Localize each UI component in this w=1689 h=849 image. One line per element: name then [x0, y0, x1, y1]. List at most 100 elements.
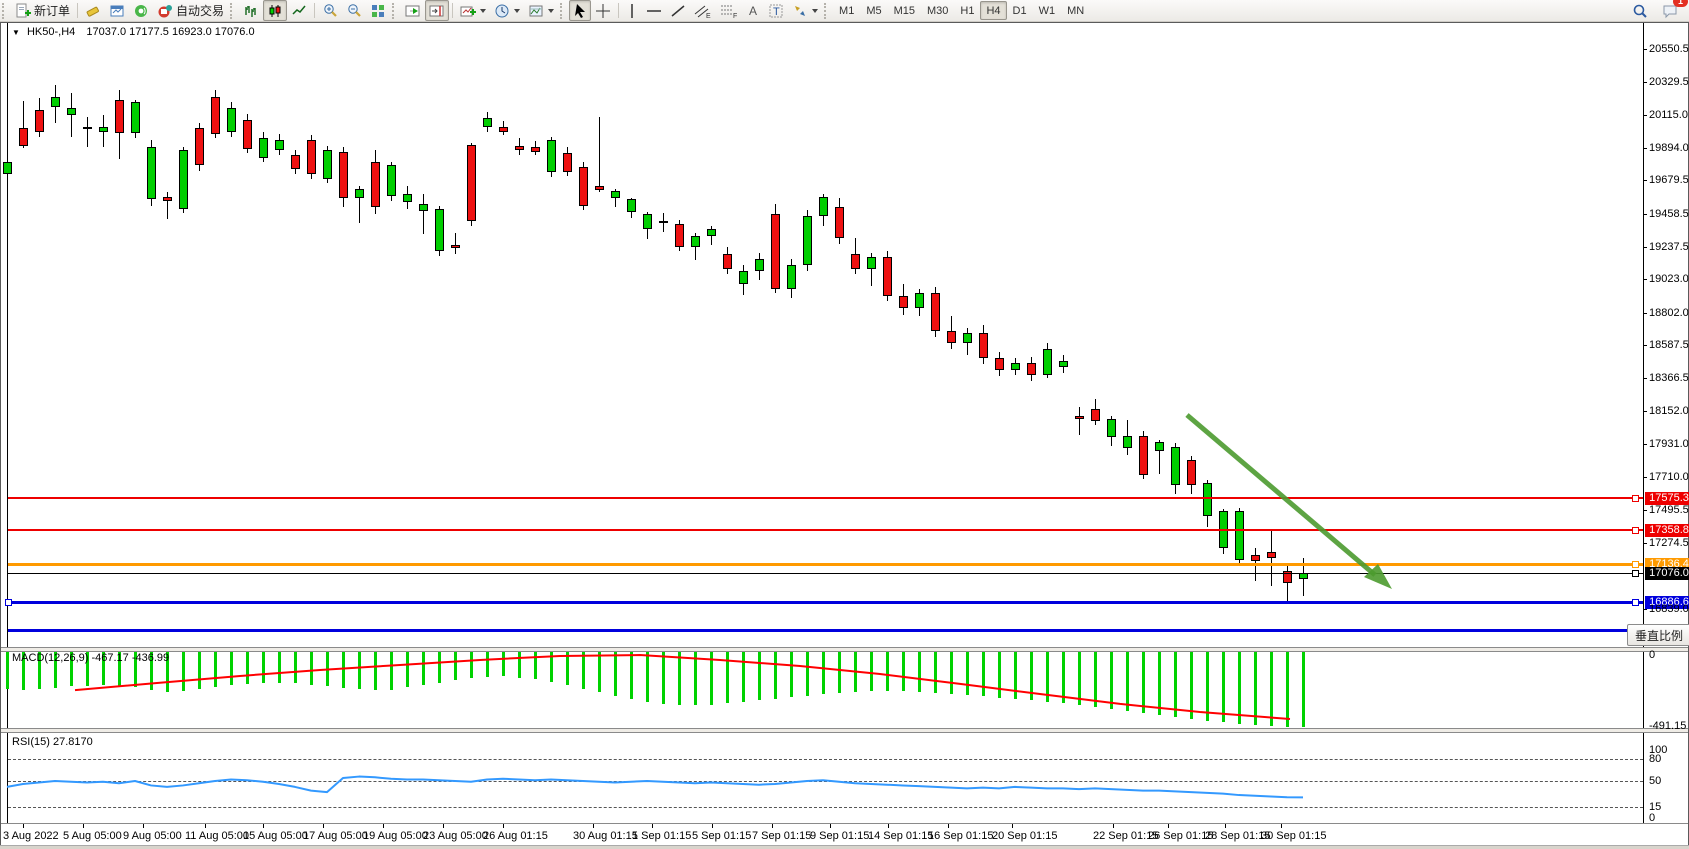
candle [771, 214, 780, 289]
horizontal-line[interactable] [8, 600, 1643, 604]
timeframe-h1[interactable]: H1 [960, 4, 975, 17]
candle [307, 139, 316, 175]
arrows-tool[interactable] [788, 0, 822, 21]
time-axis-label: 26 Aug 01:15 [483, 830, 548, 842]
candle-wick [23, 101, 24, 148]
toolbar-grip[interactable] [230, 2, 237, 19]
candle [563, 153, 572, 173]
candle [1187, 460, 1196, 486]
candle [1155, 442, 1164, 452]
fibonacci-tool[interactable]: F [716, 0, 742, 21]
macd-histogram-bar [646, 652, 649, 702]
auto-scroll-button[interactable] [401, 0, 425, 21]
macd-histogram-bar [54, 652, 57, 688]
price-axis-label: 20550.5 [1649, 43, 1689, 55]
macd-histogram-bar [614, 652, 617, 696]
macd-histogram-bar [1286, 652, 1289, 727]
candlestick-chart-button[interactable] [263, 0, 288, 21]
horizontal-line[interactable] [8, 529, 1643, 532]
line-handle[interactable] [1632, 527, 1639, 535]
line-handle[interactable] [1632, 560, 1639, 568]
horizontal-line[interactable] [8, 562, 1643, 566]
timeframe-d1[interactable]: D1 [1012, 4, 1027, 17]
candle [707, 228, 716, 237]
chat-button[interactable]: 1 [1658, 0, 1688, 21]
candle [739, 270, 748, 285]
label-tool[interactable]: T [764, 0, 788, 21]
horizontal-line[interactable] [8, 628, 1643, 632]
timeframe-m5[interactable]: M5 [866, 4, 882, 17]
macd-histogram-bar [694, 652, 697, 706]
toolbar-grip[interactable] [560, 2, 567, 19]
macd-histogram-bar [790, 652, 793, 698]
horizontal-line[interactable] [8, 496, 1643, 499]
time-axis-tick [323, 824, 324, 828]
add-indicator-button[interactable] [456, 0, 490, 21]
tile-windows-button[interactable] [366, 0, 390, 21]
panel-separator[interactable] [1, 728, 1688, 733]
signals-button[interactable] [129, 0, 153, 21]
candle [419, 204, 428, 212]
line-chart-button[interactable] [287, 0, 311, 21]
time-axis-label: 14 Sep 01:15 [868, 830, 934, 842]
time-axis-label: 15 Aug 05:00 [243, 830, 308, 842]
candle [931, 293, 940, 332]
time-axis-tick [205, 824, 206, 828]
text-tool[interactable]: A [742, 0, 764, 21]
macd-histogram-bar [182, 652, 185, 691]
chart-shift-button[interactable] [425, 0, 450, 21]
line-handle[interactable] [5, 598, 12, 606]
template-button[interactable] [524, 0, 558, 21]
time-axis-tick [830, 824, 831, 828]
cursor-tool-button[interactable] [569, 0, 592, 21]
timeframe-m1[interactable]: M1 [839, 4, 855, 17]
timeframe-h4[interactable]: H4 [980, 1, 1007, 20]
trendline-tool[interactable] [666, 0, 690, 21]
period-button[interactable] [490, 0, 524, 21]
candle [243, 119, 252, 149]
timeframe-m15[interactable]: M15 [893, 4, 915, 17]
bar-chart-button[interactable] [239, 0, 263, 21]
rsi-bottom-border [1, 823, 1688, 824]
horizontal-line-tool[interactable] [642, 0, 666, 21]
new-order-button[interactable]: 新订单 [11, 0, 74, 21]
macd-histogram-bar [422, 652, 425, 685]
panel-separator[interactable] [1, 647, 1688, 652]
price-axis-label: 20329.5 [1649, 76, 1689, 89]
timeframe-m30[interactable]: M30 [927, 4, 949, 17]
candle [403, 194, 412, 203]
zoom-in-button[interactable] [318, 0, 342, 21]
candle [147, 146, 156, 200]
toolbar-grip[interactable] [824, 2, 831, 19]
line-handle[interactable] [1632, 598, 1639, 606]
chart-left-border [7, 23, 8, 823]
candle [1075, 415, 1084, 420]
label-t-icon: T [769, 4, 783, 18]
toolbar-grip[interactable] [392, 2, 399, 19]
line-handle[interactable] [1632, 494, 1639, 502]
channel-tool[interactable]: E [690, 0, 716, 21]
macd-histogram-bar [726, 652, 729, 704]
candle [787, 264, 796, 289]
zoom-out-button[interactable] [342, 0, 366, 21]
macd-histogram-bar [1254, 652, 1257, 725]
candle-wick [1159, 439, 1160, 475]
eraser-button[interactable] [81, 0, 105, 21]
market-watch-icon [110, 5, 124, 16]
vertical-line-tool[interactable] [622, 0, 642, 21]
candle [451, 245, 460, 249]
chart-symbol-header[interactable]: ▼ HK50-,H4 17037.0 17177.5 16923.0 17076… [12, 26, 255, 38]
timeframe-w1[interactable]: W1 [1038, 4, 1056, 17]
auto-trading-button[interactable]: 自动交易 [153, 0, 228, 21]
line-handle[interactable] [1632, 570, 1639, 578]
time-axis-tick [1012, 824, 1013, 828]
market-watch-button[interactable] [105, 0, 129, 21]
crosshair-tool-button[interactable] [591, 0, 615, 21]
macd-histogram-bar [438, 652, 441, 683]
trend-arrow[interactable] [1185, 413, 1392, 589]
candle [323, 149, 332, 180]
search-button[interactable] [1628, 0, 1652, 21]
dropdown-caret-icon [480, 8, 487, 13]
toolbar-grip[interactable] [2, 2, 9, 19]
timeframe-mn[interactable]: MN [1067, 4, 1085, 17]
